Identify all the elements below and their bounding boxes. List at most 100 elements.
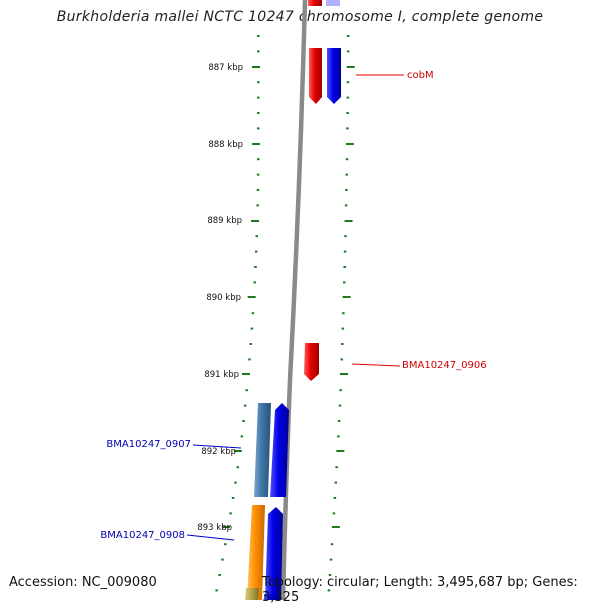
ruler-tick-minor [257, 112, 260, 114]
ruler-tick-minor [345, 173, 348, 176]
ruler-tick-minor [221, 558, 224, 561]
ruler-tick-major [252, 143, 260, 145]
ruler-tick-minor [224, 543, 227, 546]
genome-summary-text: Topology: circular; Length: 3,495,687 bp… [262, 575, 578, 605]
tick-label-891: 891 kbp [204, 370, 239, 380]
ruler-tick-minor [341, 327, 345, 330]
gene-label-BMA10247_0906[interactable]: BMA10247_0906 [402, 360, 487, 371]
gene-label-BMA10247_0908[interactable]: BMA10247_0908 [100, 530, 185, 541]
ruler-tick-minor [257, 35, 260, 37]
ruler-tick-minor [248, 358, 251, 361]
ruler-tick-minor [340, 358, 344, 361]
ruler-tick-minor [234, 481, 237, 484]
gene-BMA10247_0907 [270, 403, 289, 497]
ruler-tick-minor [236, 466, 240, 469]
gene-orange-cds [247, 505, 265, 600]
tick-label-889: 889 kbp [207, 216, 242, 226]
ruler-tick-major [331, 526, 340, 528]
tick-label-888: 888 kbp [208, 140, 243, 150]
leader-BMA10247_0906 [351, 363, 401, 367]
ruler-tick-minor [345, 158, 349, 161]
ruler-tick-minor [256, 158, 260, 161]
ruler-tick-minor [341, 343, 344, 345]
tick-label-893: 893 kbp [197, 523, 232, 533]
ruler-tick-minor [254, 266, 257, 268]
ruler-tick-minor [256, 189, 260, 191]
ruler-tick-minor [344, 204, 348, 207]
ruler-tick-minor [335, 466, 338, 469]
ruler-tick-minor [256, 204, 259, 207]
ruler-tick-major [222, 526, 231, 528]
ruler-tick-minor [251, 312, 255, 315]
tick-label-892: 892 kbp [201, 447, 236, 457]
gene-BMA10247_0908 [265, 507, 283, 600]
ruler-tick-minor [346, 81, 350, 84]
gene-cobM-partner [327, 48, 341, 104]
ruler-tick-minor [257, 96, 260, 99]
ruler-tick-minor [346, 35, 350, 37]
ruler-tick-minor [255, 235, 259, 238]
ruler-tick-minor [215, 589, 218, 592]
ruler-tick-minor [346, 50, 350, 53]
ruler-tick-minor [240, 435, 244, 438]
ruler-tick-minor [328, 574, 332, 576]
ruler-tick-minor [330, 543, 334, 546]
ruler-tick-major [241, 373, 250, 375]
ruler-tick-major [345, 143, 354, 145]
ruler-tick-minor [257, 127, 260, 130]
ruler-tick-minor [337, 435, 340, 438]
ruler-tick-minor [329, 558, 333, 561]
ruler-tick-minor [333, 497, 337, 499]
gene-partial-blue-top [326, 0, 340, 6]
ruler-tick-minor [346, 127, 349, 130]
ruler-tick-minor [242, 420, 245, 422]
ruler-tick-major [344, 220, 353, 222]
ruler-tick-minor [231, 497, 235, 499]
ruler-tick-minor [337, 420, 341, 422]
ruler-ticks-left [215, 35, 260, 592]
gene-partial-red-top [308, 0, 322, 6]
gene-label-BMA10247_0907[interactable]: BMA10247_0907 [106, 439, 191, 450]
ruler-tick-minor [339, 389, 342, 392]
ruler-tick-minor [343, 250, 347, 253]
ruler-tick-minor [343, 281, 346, 284]
ruler-tick-minor [327, 589, 331, 592]
ruler-tick-major [252, 66, 260, 68]
leader-BMA10247_0907 [192, 444, 242, 449]
ruler-tick-major [342, 296, 351, 298]
ruler-tick-minor [257, 50, 260, 53]
ruler-tick-minor [345, 189, 348, 191]
ruler-tick-minor [343, 266, 346, 268]
ruler-tick-minor [257, 81, 260, 84]
ruler-tick-minor [245, 389, 248, 392]
ruler-tick-major [340, 373, 349, 375]
ruler-tick-major [336, 450, 345, 452]
accession-text: Accession: NC_009080 [9, 575, 157, 590]
ruler-tick-minor [256, 173, 260, 176]
gene-label-cobM[interactable]: cobM [407, 70, 434, 81]
tick-label-890: 890 kbp [206, 293, 241, 303]
ruler-tick-minor [250, 327, 254, 330]
gene-blue-partial [264, 594, 278, 600]
ruler-tick-major [250, 220, 259, 222]
gene-cobM [309, 48, 322, 104]
ruler-tick-minor [342, 312, 345, 315]
map-title: Burkholderia mallei NCTC 10247 chromosom… [56, 9, 544, 25]
ruler-tick-minor [254, 250, 258, 253]
ruler-tick-minor [253, 281, 256, 284]
gene-steelblue-cds [254, 403, 271, 497]
ruler-tick-minor [243, 404, 247, 407]
ruler-tick-minor [346, 96, 350, 99]
ruler-tick-minor [334, 481, 338, 484]
ruler-tick-minor [249, 343, 252, 345]
gene-BMA10247_0906 [304, 343, 319, 381]
ruler-ticks-right [327, 35, 355, 592]
ruler-tick-minor [344, 235, 347, 238]
ruler-tick-minor [218, 574, 221, 576]
ruler-tick-minor [346, 112, 349, 114]
ruler-tick-minor [332, 512, 336, 515]
tick-label-887: 887 kbp [208, 63, 243, 73]
gene-olive-partial [245, 588, 259, 600]
ruler-tick-major [247, 296, 256, 298]
